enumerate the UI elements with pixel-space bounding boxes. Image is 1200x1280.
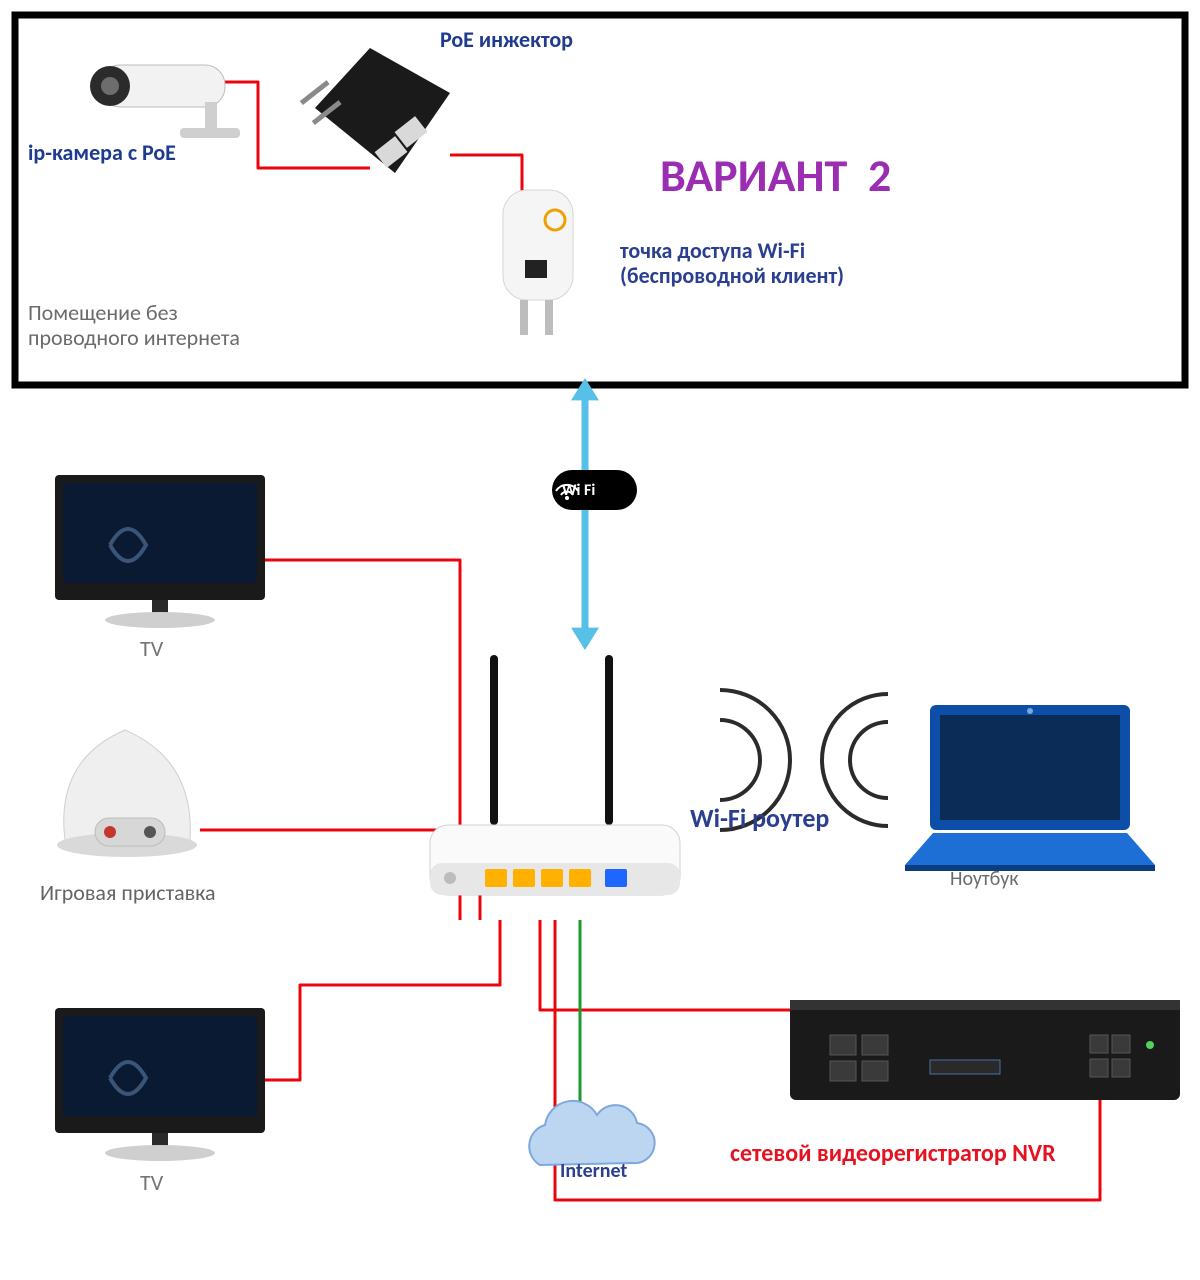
- label-console: Игровая приставка: [40, 880, 216, 905]
- wifi-arc: [850, 722, 888, 798]
- poe-injector-icon: [300, 48, 450, 173]
- label-wifi_badge: Wi Fi: [562, 482, 595, 500]
- diagram-svg: [0, 0, 1200, 1280]
- wifi-ap-icon: [503, 190, 573, 335]
- label-title: ВАРИАНТ 2: [660, 150, 891, 203]
- wifi-double-arrow: [571, 378, 599, 650]
- label-laptop: Ноутбук: [950, 868, 1019, 891]
- diagram-stage: ВАРИАНТ 2 ip-камера с PoE PoE инжектор точк…: [0, 0, 1200, 1280]
- internet-cloud-icon: [529, 1101, 654, 1165]
- label-internet: Internet: [560, 1160, 627, 1183]
- ip-camera-icon: [90, 65, 240, 138]
- label-room_note: Помещение без проводного интернета: [28, 300, 240, 351]
- laptop-icon: [905, 705, 1155, 871]
- label-tv1: TV: [140, 636, 163, 661]
- wifi-arc: [720, 720, 760, 800]
- label-ip_camera: ip-камера с PoE: [28, 140, 176, 165]
- router-icon: [430, 655, 680, 895]
- label-nvr: сетевой видеорегистратор NVR: [730, 1140, 1056, 1168]
- wifi-arc: [822, 694, 888, 826]
- nvr-icon: [790, 1000, 1180, 1100]
- cable-tv2-to-router: [255, 920, 500, 1080]
- label-router: Wi-Fi роутер: [690, 804, 829, 834]
- cable-tv1-to-router: [255, 560, 460, 920]
- label-tv2: TV: [140, 1170, 163, 1195]
- label-poe_injector: PoE инжектор: [440, 27, 573, 52]
- devices-layer: [55, 48, 1180, 1165]
- tv1-icon: [55, 475, 265, 628]
- tv2-icon: [55, 1008, 265, 1161]
- game-console-icon: [57, 730, 197, 857]
- label-wifi_ap: точка доступа Wi-Fi (беспроводной клиент…: [620, 238, 844, 289]
